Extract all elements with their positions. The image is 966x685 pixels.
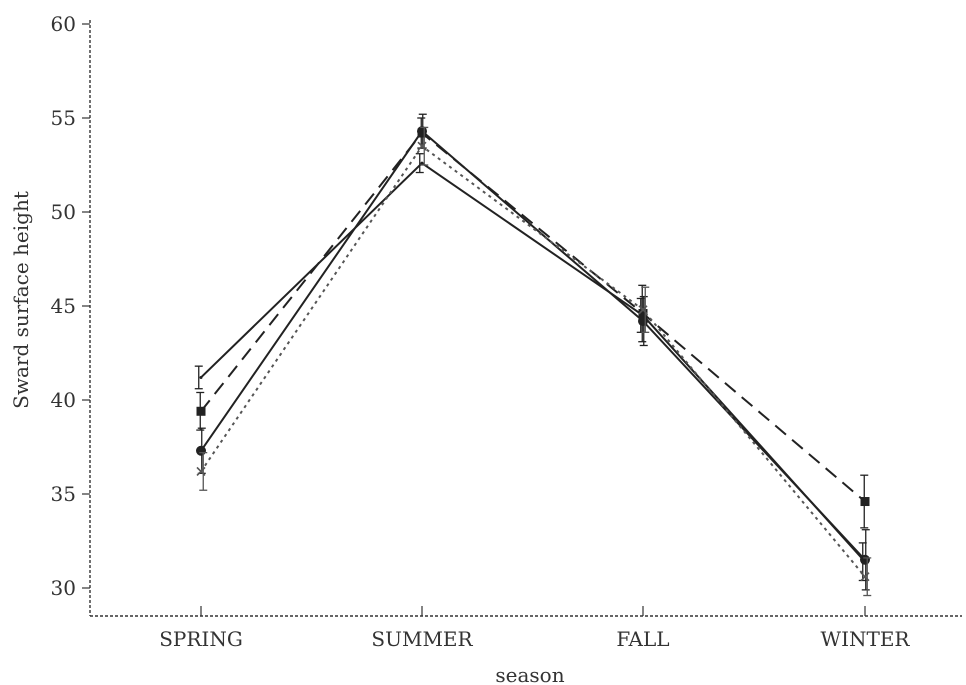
y-tick-label: 40 xyxy=(51,388,76,412)
series-line xyxy=(200,161,866,563)
series-line xyxy=(200,129,866,561)
data-point xyxy=(638,316,648,327)
y-axis-title: Sward surface height xyxy=(9,191,33,409)
data-point xyxy=(638,305,648,315)
y-tick-label: 45 xyxy=(51,294,76,318)
x-tick-label: SPRING xyxy=(159,627,243,651)
chart-axes xyxy=(89,20,962,617)
data-point xyxy=(196,466,206,477)
y-tick-label: 60 xyxy=(51,12,76,36)
data-point xyxy=(196,406,206,416)
data-point xyxy=(417,141,427,151)
series-line xyxy=(200,144,866,578)
series-layer xyxy=(194,113,872,597)
series-1 xyxy=(194,153,867,582)
data-point xyxy=(199,375,203,379)
y-tick-label: 50 xyxy=(51,200,76,224)
series-2 xyxy=(196,117,870,529)
data-point xyxy=(420,161,424,165)
data-point xyxy=(196,445,206,456)
series-4 xyxy=(196,126,872,597)
series-3 xyxy=(196,113,870,591)
x-ticks: SPRING SUMMER FALL WINTER xyxy=(159,606,910,651)
data-point xyxy=(860,554,870,565)
y-tick-label: 35 xyxy=(51,482,76,506)
x-tick-label: WINTER xyxy=(821,627,911,651)
data-point xyxy=(638,309,648,319)
data-point xyxy=(860,497,870,507)
data-point xyxy=(860,572,870,582)
x-tick-label: FALL xyxy=(616,627,669,651)
y-tick-label: 55 xyxy=(51,106,76,130)
series-line xyxy=(200,131,866,503)
x-axis-title: season xyxy=(495,663,564,685)
x-tick-label: SUMMER xyxy=(371,627,473,651)
y-tick-label: 30 xyxy=(51,576,76,600)
y-ticks: 30 35 40 45 50 55 60 xyxy=(51,12,90,600)
